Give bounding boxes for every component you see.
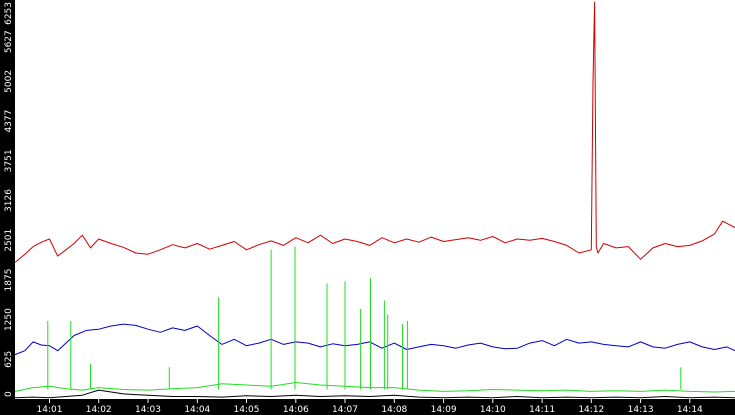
x-tick-label: 14:07 <box>332 405 358 415</box>
series-layer <box>14 1 735 399</box>
x-tick-label: 14:08 <box>381 405 407 415</box>
y-tick-label: 5002 <box>4 70 14 93</box>
green-series-line <box>14 382 735 393</box>
y-tick-label: 5627 <box>4 30 14 53</box>
x-tick-label: 14:02 <box>86 405 112 415</box>
y-tick-label: 625 <box>4 351 14 368</box>
x-tick-label: 14:06 <box>283 405 309 415</box>
y-tick-label: 6253 <box>4 2 14 25</box>
y-tick-label: 2501 <box>4 229 14 252</box>
y-tick-label: 4377 <box>4 110 14 133</box>
x-tick-label: 14:11 <box>529 405 555 415</box>
black-series-line <box>14 389 735 399</box>
x-tick-label: 14:04 <box>184 405 210 415</box>
x-tick-label: 14:01 <box>37 405 63 415</box>
x-axis-band <box>0 399 735 415</box>
x-tick-label: 14:13 <box>628 405 654 415</box>
y-tick-label: 3126 <box>4 189 14 212</box>
y-axis-band <box>0 0 15 415</box>
y-tick-label: 1250 <box>4 308 14 331</box>
red-series-line <box>14 1 735 263</box>
y-tick-label: 3751 <box>4 149 14 172</box>
y-tick-label: 1875 <box>4 269 14 292</box>
blue-series-line <box>14 323 735 356</box>
x-tick-labels: 14:01 14:02 14:03 14:04 14:05 14:06 14:07 14:08… <box>37 399 703 415</box>
x-tick-label: 14:12 <box>578 405 604 415</box>
y-tick-label: 0 <box>4 391 14 397</box>
y-tick-labels: 0 625 1250 1875 2501 3126 3751 4377 5002 5627 6253 <box>4 2 14 397</box>
x-tick-label: 14:10 <box>480 405 506 415</box>
x-tick-label: 14:05 <box>234 405 260 415</box>
x-tick-label: 14:03 <box>135 405 161 415</box>
x-tick-label: 14:09 <box>431 405 457 415</box>
x-tick-label: 14:14 <box>677 405 703 415</box>
